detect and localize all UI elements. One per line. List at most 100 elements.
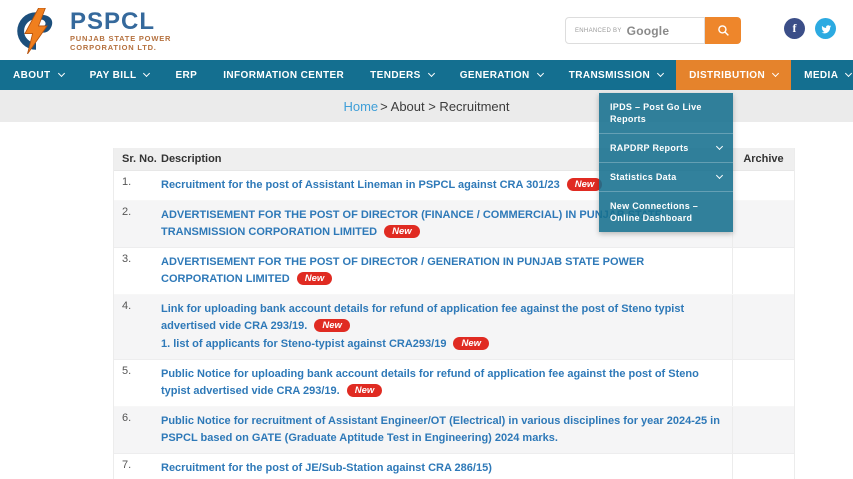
- recruitment-link-text: Public Notice for uploading bank account…: [161, 368, 699, 397]
- row-description: ADVERTISEMENT FOR THE POST OF DIRECTOR (…: [161, 201, 732, 247]
- recruitment-link[interactable]: ADVERTISEMENT FOR THE POST OF DIRECTOR (…: [161, 207, 724, 241]
- row-sr-no: 6.: [122, 412, 132, 424]
- recruitment-link-text: Public Notice for recruitment of Assista…: [161, 415, 720, 444]
- recruitment-link[interactable]: Recruitment for the post of Assistant Li…: [161, 177, 724, 194]
- nav-item-about[interactable]: ABOUT: [0, 60, 77, 90]
- dropdown-item-new-connections-online-dashboa[interactable]: New Connections – Online Dashboard: [599, 192, 733, 232]
- new-badge: New: [384, 225, 420, 238]
- row-sr-no: 4.: [122, 300, 132, 312]
- twitter-icon[interactable]: [815, 18, 836, 39]
- row-archive-cell: [732, 248, 794, 294]
- nav-item-label: DISTRIBUTION: [689, 69, 766, 81]
- search-icon: [717, 25, 729, 36]
- dropdown-item-statistics-data[interactable]: Statistics Data: [599, 163, 733, 192]
- nav-item-label: ABOUT: [13, 69, 51, 81]
- table-row: 4. Link for uploading bank account detail…: [114, 295, 794, 360]
- row-archive-cell: [732, 201, 794, 247]
- new-badge: New: [314, 319, 350, 332]
- distribution-dropdown-menu: IPDS – Post Go Live Reports RAPDRP Report…: [599, 93, 733, 232]
- recruitment-link-text: 1. list of applicants for Steno-typist a…: [161, 338, 447, 350]
- logo-subtitle-1: PUNJAB STATE POWER: [70, 34, 172, 43]
- nav-item-information-center[interactable]: INFORMATION CENTER: [210, 60, 357, 90]
- site-search: ENHANCED BY Google: [565, 17, 741, 44]
- new-badge: New: [346, 384, 383, 397]
- pspcl-logo[interactable]: PSPCL PUNJAB STATE POWER CORPORATION LTD…: [10, 8, 171, 54]
- recruitment-link-text: ADVERTISEMENT FOR THE POST OF DIRECTOR (…: [161, 209, 663, 238]
- site-header: PSPCL PUNJAB STATE POWER CORPORATION LTD…: [0, 0, 853, 60]
- nav-item-pay-bill[interactable]: PAY BILL: [77, 60, 163, 90]
- row-description: Recruitment for the post of Assistant Li…: [161, 171, 732, 200]
- col-header-sr-no: Sr. No.: [122, 153, 157, 165]
- row-archive-cell: [732, 454, 794, 479]
- nav-item-transmission[interactable]: TRANSMISSION: [556, 60, 676, 90]
- row-sr-no: 1.: [122, 176, 132, 188]
- recruitment-link[interactable]: Recruitment for the post of JE/Sub-Stati…: [161, 460, 724, 477]
- row-description: ADVERTISEMENT FOR THE POST OF DIRECTOR /…: [161, 248, 732, 294]
- recruitment-link[interactable]: 1. list of applicants for Steno-typist a…: [161, 336, 724, 353]
- main-nav: ABOUT PAY BILL ERP INFORMATION CENTER TENDER…: [0, 60, 853, 90]
- nav-item-label: TRANSMISSION: [568, 69, 651, 81]
- dropdown-item-label: IPDS – Post Go Live Reports: [610, 102, 702, 124]
- new-badge: New: [453, 337, 489, 350]
- dropdown-item-ipds-post-go-live-reports[interactable]: IPDS – Post Go Live Reports: [599, 93, 733, 134]
- chevron-down-icon: [772, 69, 780, 77]
- row-sr-no: 5.: [122, 365, 132, 377]
- row-archive-cell: [732, 407, 794, 453]
- pspcl-logo-icon: [17, 8, 53, 54]
- row-description: Public Notice for recruitment of Assista…: [161, 407, 732, 453]
- search-enhanced-by-label: ENHANCED BY: [575, 27, 622, 34]
- chevron-down-icon: [657, 69, 665, 77]
- recruitment-link-text: ADVERTISEMENT FOR THE POST OF DIRECTOR /…: [161, 256, 645, 285]
- recruitment-link-text: Recruitment for the post of JE/Sub-Stati…: [161, 462, 492, 474]
- chevron-down-icon: [845, 69, 853, 77]
- row-description: Recruitment for the post of JE/Sub-Stati…: [161, 454, 732, 479]
- nav-item-label: MEDIA: [804, 69, 839, 81]
- nav-item-media[interactable]: MEDIA: [791, 60, 853, 90]
- chevron-down-icon: [715, 171, 724, 179]
- chevron-down-icon: [715, 142, 724, 150]
- recruitment-link[interactable]: Public Notice for recruitment of Assista…: [161, 413, 724, 447]
- nav-item-label: GENERATION: [459, 69, 530, 81]
- row-archive-cell: [732, 295, 794, 359]
- recruitment-link-text: Recruitment for the post of Assistant Li…: [161, 179, 560, 191]
- logo-title: PSPCL: [70, 8, 156, 35]
- row-sr-no: 2.: [122, 206, 132, 218]
- table-row: 7. Recruitment for the post of JE/Sub-Sta…: [114, 454, 794, 479]
- search-button[interactable]: [705, 17, 741, 44]
- table-body: 1. Recruitment for the post of Assistant …: [114, 171, 794, 479]
- breadcrumb-home-link[interactable]: Home: [343, 98, 379, 114]
- recruitment-link[interactable]: Public Notice for uploading bank account…: [161, 366, 724, 400]
- nav-item-distribution[interactable]: DISTRIBUTION: [676, 60, 792, 90]
- dropdown-item-rapdrp-reports[interactable]: RAPDRP Reports: [599, 134, 733, 163]
- new-badge: New: [296, 272, 333, 285]
- nav-item-generation[interactable]: GENERATION: [447, 60, 556, 90]
- dropdown-item-label: Statistics Data: [610, 172, 677, 182]
- chevron-down-icon: [427, 69, 435, 77]
- chevron-down-icon: [143, 69, 151, 77]
- new-badge: New: [566, 178, 603, 191]
- chevron-down-icon: [57, 69, 65, 77]
- recruitment-link-text: Link for uploading bank account details …: [161, 303, 685, 332]
- nav-item-label: TENDERS: [370, 69, 421, 81]
- row-sr-no: 3.: [122, 253, 132, 265]
- nav-item-erp[interactable]: ERP: [162, 60, 210, 90]
- row-archive-cell: [732, 171, 794, 200]
- row-description: Public Notice for uploading bank account…: [161, 360, 732, 406]
- nav-item-tenders[interactable]: TENDERS: [357, 60, 447, 90]
- dropdown-item-label: New Connections – Online Dashboard: [610, 201, 699, 223]
- logo-subtitle-2: CORPORATION LTD.: [70, 43, 157, 52]
- col-header-archive: Archive: [732, 148, 794, 170]
- chevron-down-icon: [536, 69, 544, 77]
- breadcrumb-trail: > About > Recruitment: [380, 98, 510, 114]
- facebook-icon[interactable]: f: [784, 18, 805, 39]
- recruitment-link[interactable]: ADVERTISEMENT FOR THE POST OF DIRECTOR /…: [161, 254, 724, 288]
- search-input[interactable]: ENHANCED BY Google: [565, 17, 705, 44]
- nav-item-label: PAY BILL: [89, 69, 137, 81]
- table-row: 6. Public Notice for recruitment of Assis…: [114, 407, 794, 454]
- row-archive-cell: [732, 360, 794, 406]
- row-description: Link for uploading bank account details …: [161, 295, 732, 359]
- recruitment-link[interactable]: Link for uploading bank account details …: [161, 301, 724, 335]
- table-row: 3. ADVERTISEMENT FOR THE POST OF DIRECTOR…: [114, 248, 794, 295]
- dropdown-item-label: RAPDRP Reports: [610, 143, 689, 153]
